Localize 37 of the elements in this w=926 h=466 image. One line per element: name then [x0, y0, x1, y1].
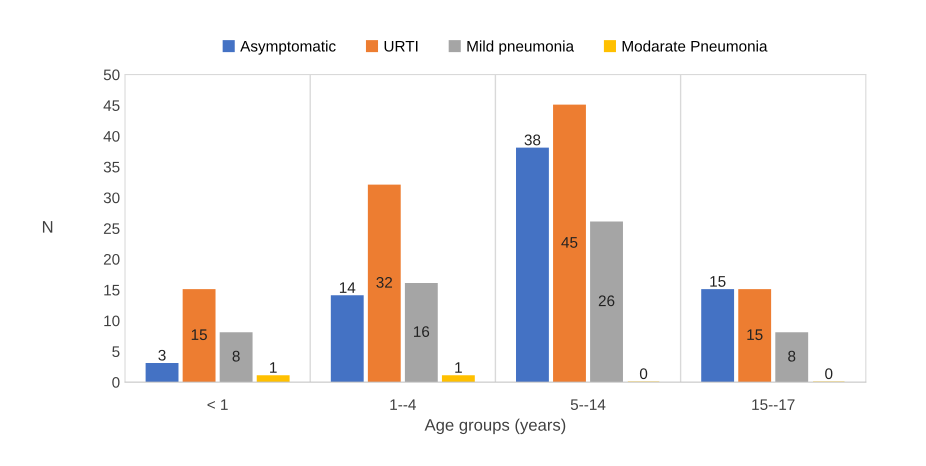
data-label: 8 — [232, 350, 240, 362]
y-tick-label: 25 — [104, 223, 120, 234]
y-tick-label: 30 — [104, 192, 120, 204]
data-label: 14 — [340, 282, 356, 293]
data-label: 15 — [747, 329, 763, 340]
y-tick-label: 15 — [104, 284, 120, 296]
y-tick-label: 10 — [104, 315, 120, 326]
data-label: 8 — [788, 350, 796, 362]
x-tick-label: 5--14 — [570, 399, 606, 410]
data-label: 26 — [598, 295, 614, 306]
data-label: 0 — [640, 368, 648, 380]
y-tick-label: 20 — [104, 254, 120, 265]
x-tick-label: < 1 — [208, 399, 228, 410]
y-tick-label: 0 — [112, 376, 120, 388]
y-tick-label: 50 — [104, 69, 120, 80]
data-label: 15 — [710, 276, 726, 287]
data-label: 45 — [561, 237, 578, 248]
data-label: 32 — [376, 276, 392, 288]
y-tick-label: 40 — [104, 130, 120, 142]
data-label: 15 — [192, 329, 207, 340]
x-axis-title: Age groups (years) — [424, 418, 566, 434]
y-tick-label: 5 — [112, 346, 120, 358]
data-label: 38 — [524, 134, 540, 146]
data-label: 0 — [825, 368, 832, 380]
data-label: 1 — [270, 362, 277, 373]
data-label: 16 — [414, 326, 430, 338]
x-tick-label: 1--4 — [390, 399, 416, 410]
y-tick-label: 45 — [104, 100, 120, 111]
data-label: 1 — [455, 362, 462, 373]
legend-label: Modarate Pneumonia — [622, 40, 768, 52]
y-tick-label: 35 — [104, 162, 120, 173]
legend-label: Asymptomatic — [240, 40, 336, 55]
x-tick-label: 15--17 — [752, 399, 795, 410]
y-axis-title: N — [42, 221, 52, 233]
legend-label: URTI — [384, 40, 418, 52]
data-label: 3 — [158, 350, 166, 361]
legend-label: Mild pneumonia — [467, 40, 574, 55]
